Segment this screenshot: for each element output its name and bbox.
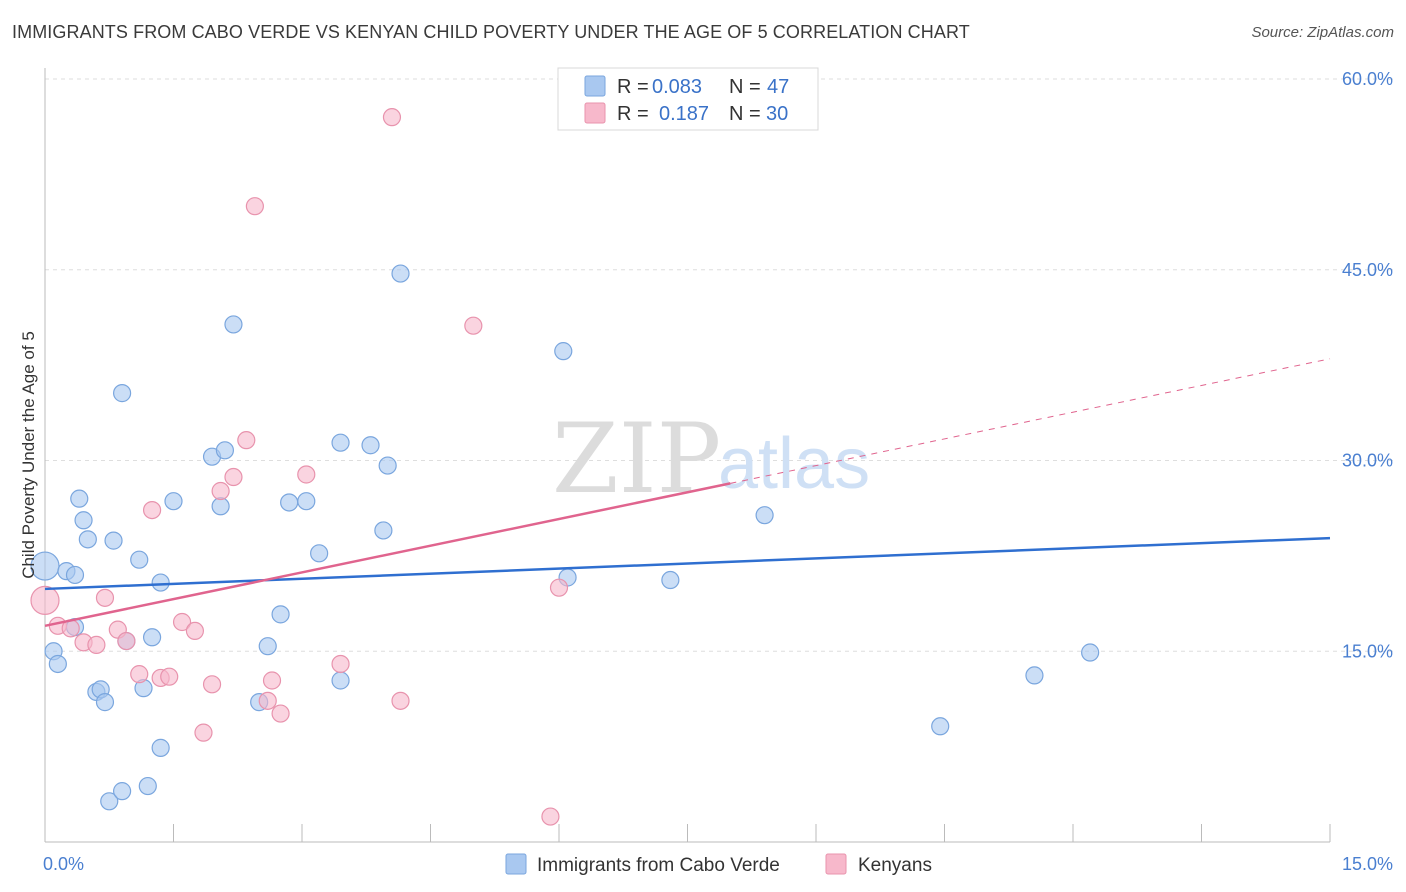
point-kenyans bbox=[211, 481, 230, 501]
source-label: Source: ZipAtlas.com bbox=[1251, 24, 1394, 41]
point-cabo-verde bbox=[258, 637, 277, 656]
y-tick-label: 60.0% bbox=[1342, 69, 1393, 89]
point-cabo-verde bbox=[70, 489, 89, 508]
trend-line-cabo-verde bbox=[44, 536, 1331, 591]
point-cabo-verde bbox=[138, 776, 157, 796]
chart-title: IMMIGRANTS FROM CABO VERDE VS KENYAN CHI… bbox=[12, 22, 970, 42]
point-cabo-verde bbox=[215, 441, 234, 460]
point-kenyans bbox=[30, 585, 60, 615]
data-points bbox=[30, 108, 1100, 826]
y-tick-label: 45.0% bbox=[1342, 260, 1393, 280]
point-kenyans bbox=[391, 691, 410, 710]
series-label-cabo-verde: Immigrants from Cabo Verde bbox=[537, 855, 780, 876]
point-cabo-verde bbox=[391, 264, 410, 283]
y-tick-label: 30.0% bbox=[1342, 451, 1393, 471]
point-kenyans bbox=[117, 631, 136, 651]
y-axis-label: Child Poverty Under the Age of 5 bbox=[19, 331, 38, 579]
point-cabo-verde bbox=[361, 436, 380, 455]
legend-n-value: 47 bbox=[767, 76, 789, 98]
point-cabo-verde bbox=[74, 511, 93, 530]
point-cabo-verde bbox=[112, 782, 132, 801]
point-cabo-verde bbox=[331, 433, 350, 452]
point-kenyans bbox=[382, 108, 402, 127]
point-cabo-verde bbox=[151, 738, 170, 757]
point-kenyans bbox=[95, 588, 115, 607]
point-cabo-verde bbox=[378, 456, 397, 475]
point-cabo-verde bbox=[224, 315, 243, 334]
legend-n-value: 30 bbox=[766, 103, 788, 125]
point-kenyans bbox=[130, 665, 149, 684]
point-kenyans bbox=[331, 654, 350, 674]
point-cabo-verde bbox=[271, 605, 290, 624]
point-cabo-verde bbox=[112, 384, 132, 403]
point-cabo-verde bbox=[280, 493, 299, 512]
point-kenyans bbox=[160, 667, 179, 686]
point-cabo-verde bbox=[164, 492, 183, 511]
point-cabo-verde bbox=[755, 506, 774, 525]
point-kenyans bbox=[224, 467, 243, 487]
point-kenyans bbox=[172, 612, 192, 632]
series-legend: Immigrants from Cabo Verde Kenyans bbox=[505, 853, 932, 876]
point-cabo-verde bbox=[142, 628, 162, 647]
y-tick-label: 15.0% bbox=[1342, 641, 1393, 661]
point-kenyans bbox=[541, 807, 560, 826]
trend-line-kenyans bbox=[44, 482, 731, 628]
point-kenyans bbox=[237, 431, 256, 450]
trend-lines bbox=[44, 358, 1331, 628]
point-kenyans bbox=[258, 691, 277, 710]
legend-swatch-cabo-verde bbox=[584, 75, 606, 97]
point-cabo-verde bbox=[310, 544, 329, 563]
point-kenyans bbox=[87, 635, 106, 654]
legend-swatch-kenyans bbox=[584, 102, 606, 124]
point-kenyans bbox=[194, 723, 213, 742]
legend-n-label: N = bbox=[729, 103, 761, 125]
point-cabo-verde bbox=[211, 497, 230, 516]
point-kenyans bbox=[297, 465, 316, 484]
point-kenyans bbox=[464, 316, 483, 335]
point-cabo-verde bbox=[661, 570, 680, 590]
point-kenyans bbox=[245, 197, 264, 216]
watermark-atlas: atlas bbox=[718, 424, 870, 504]
point-cabo-verde bbox=[331, 671, 350, 690]
x-tick-labels: 0.0% 15.0% bbox=[43, 854, 1393, 874]
point-cabo-verde bbox=[374, 521, 393, 540]
x-tick-label: 15.0% bbox=[1342, 854, 1393, 874]
watermark-zip: ZIP bbox=[552, 403, 721, 515]
legend-r-value: 0.187 bbox=[659, 103, 709, 125]
watermark: ZIP atlas bbox=[552, 403, 870, 515]
x-tick-label: 0.0% bbox=[43, 854, 84, 874]
point-cabo-verde bbox=[48, 654, 67, 674]
series-label-kenyans: Kenyans bbox=[858, 855, 932, 876]
legend-r-label: R = bbox=[617, 103, 649, 125]
legend-r-label: R = bbox=[617, 76, 649, 98]
point-cabo-verde bbox=[78, 530, 97, 549]
point-kenyans bbox=[142, 500, 162, 520]
point-cabo-verde bbox=[104, 531, 123, 550]
point-kenyans bbox=[271, 704, 290, 723]
point-cabo-verde bbox=[100, 792, 119, 811]
point-cabo-verde bbox=[1025, 666, 1044, 685]
point-kenyans bbox=[262, 671, 282, 690]
axes bbox=[44, 68, 1331, 843]
series-swatch-cabo-verde bbox=[505, 853, 527, 875]
point-cabo-verde bbox=[931, 717, 950, 736]
point-cabo-verde bbox=[151, 573, 170, 592]
stats-legend: R = 0.083 N = 47 R = 0.187 N = 30 bbox=[557, 67, 819, 131]
legend-n-label: N = bbox=[729, 76, 761, 98]
point-cabo-verde bbox=[297, 492, 316, 511]
point-kenyans bbox=[549, 578, 569, 597]
grid-lines bbox=[45, 78, 1394, 652]
point-cabo-verde bbox=[130, 550, 149, 569]
point-cabo-verde bbox=[95, 693, 115, 712]
point-cabo-verde bbox=[65, 565, 85, 585]
series-swatch-kenyans bbox=[825, 853, 847, 875]
point-kenyans bbox=[185, 621, 205, 641]
point-kenyans bbox=[202, 675, 222, 694]
y-tick-labels: 15.0% 30.0% 45.0% 60.0% bbox=[1342, 69, 1393, 661]
legend-r-value: 0.083 bbox=[652, 76, 702, 98]
point-cabo-verde bbox=[1081, 643, 1100, 662]
point-cabo-verde bbox=[554, 342, 573, 361]
